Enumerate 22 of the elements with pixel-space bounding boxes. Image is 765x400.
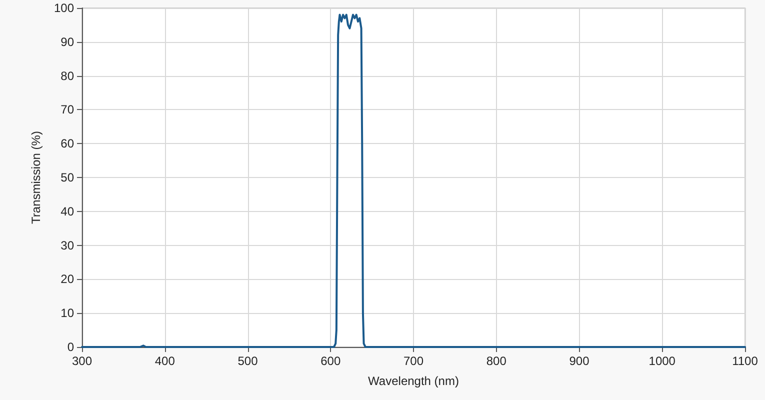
x-tick-label: 700 bbox=[403, 354, 424, 368]
y-tick-label: 100 bbox=[54, 1, 74, 15]
y-axis-title: Transmission (%) bbox=[29, 131, 43, 224]
x-tick-label: 600 bbox=[320, 354, 341, 368]
x-tick-label: 1100 bbox=[732, 354, 758, 368]
y-tick-label: 20 bbox=[60, 272, 74, 286]
y-tick-label: 60 bbox=[60, 136, 74, 151]
y-tick-label: 80 bbox=[60, 68, 74, 83]
y-tick-label: 50 bbox=[60, 170, 74, 184]
x-axis-title: Wavelength (nm) bbox=[368, 374, 459, 388]
y-tick-label: 70 bbox=[60, 102, 74, 117]
x-tick-label: 500 bbox=[238, 354, 258, 368]
x-tick-label: 900 bbox=[569, 354, 590, 368]
y-tick-label: 10 bbox=[60, 306, 74, 320]
x-tick-label: 400 bbox=[154, 354, 176, 368]
x-tick-label: 800 bbox=[486, 354, 507, 368]
x-tick-label: 1000 bbox=[648, 354, 676, 368]
y-tick-label: 30 bbox=[60, 238, 74, 252]
x-tick-label: 300 bbox=[72, 354, 92, 368]
y-tick-label: 0 bbox=[67, 340, 74, 354]
y-tick-label: 90 bbox=[60, 34, 74, 49]
y-tick-label: 40 bbox=[60, 204, 74, 218]
